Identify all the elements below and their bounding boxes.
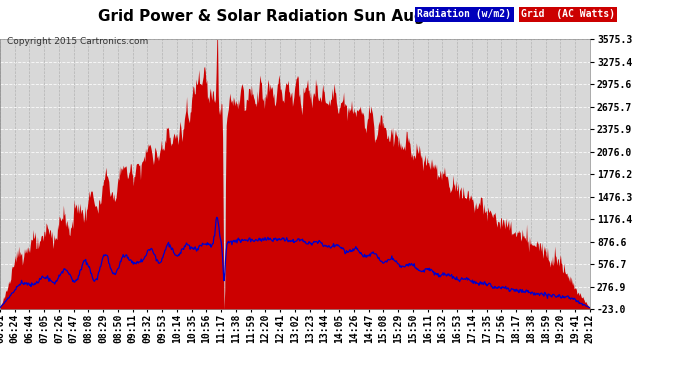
Text: Radiation (w/m2): Radiation (w/m2) [417, 9, 511, 20]
Text: Grid  (AC Watts): Grid (AC Watts) [521, 9, 615, 20]
Text: Grid Power & Solar Radiation Sun Aug 2 20:25: Grid Power & Solar Radiation Sun Aug 2 2… [98, 9, 495, 24]
Text: Copyright 2015 Cartronics.com: Copyright 2015 Cartronics.com [7, 38, 148, 46]
